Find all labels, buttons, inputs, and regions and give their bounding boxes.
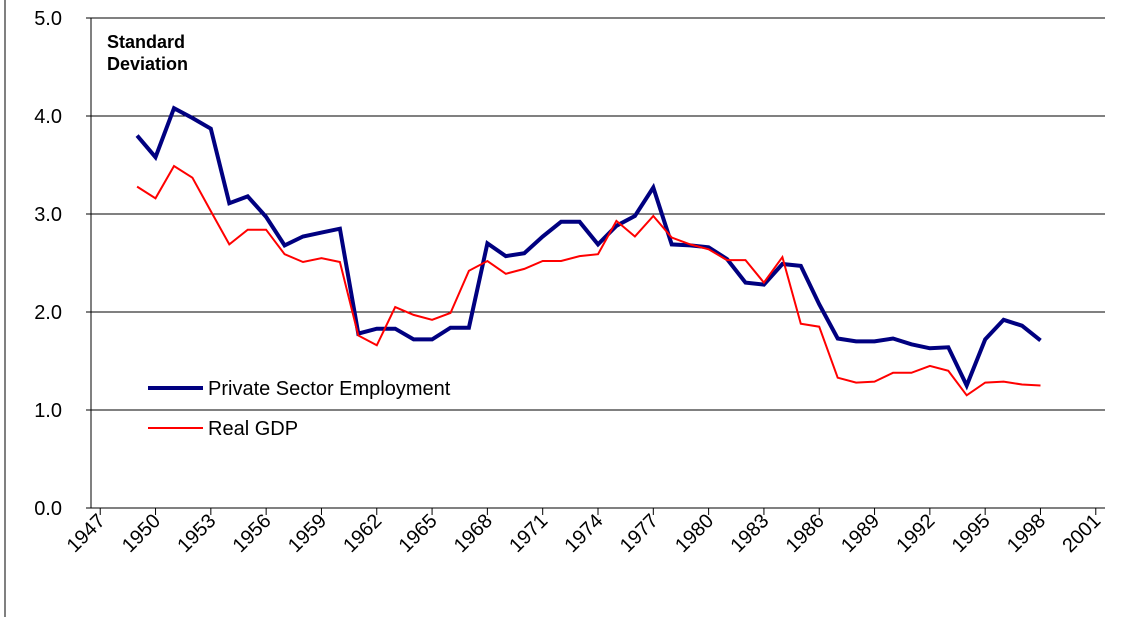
y-tick-label: 4.0: [34, 106, 62, 128]
x-tick-label: 1983: [726, 510, 773, 557]
x-tick-label: 1947: [63, 510, 110, 557]
x-tick-label: 1974: [561, 510, 608, 557]
x-tick-label: 1971: [505, 510, 552, 557]
x-tick-label: 1965: [395, 510, 442, 557]
x-tick-label: 1950: [118, 510, 165, 557]
x-tick-label: 1998: [1003, 510, 1050, 557]
x-tick-label: 2001: [1058, 510, 1105, 557]
series-line: [135, 105, 1042, 391]
x-tick-label: 1953: [173, 510, 220, 557]
x-tick-label: 1962: [339, 510, 386, 557]
y-tick-label: 3.0: [34, 204, 62, 226]
x-tick-label: 1959: [284, 510, 331, 557]
x-tick-label: 1989: [837, 510, 884, 557]
y-tick-label: 5.0: [34, 8, 62, 30]
x-tick-label: 1995: [948, 510, 995, 557]
legend-label: Private Sector Employment: [208, 378, 451, 400]
x-tick-label: 1977: [616, 510, 663, 557]
y-tick-label: 0.0: [34, 498, 62, 520]
legend-label: Real GDP: [208, 418, 298, 440]
y-tick-label: 1.0: [34, 400, 62, 422]
y-tick-label: 2.0: [34, 302, 62, 324]
x-tick-label: 1968: [450, 510, 497, 557]
x-tick-label: 1992: [892, 510, 939, 557]
x-tick-label: 1980: [671, 510, 718, 557]
x-tick-label: 1986: [782, 510, 829, 557]
x-tick-label: 1956: [229, 510, 276, 557]
y-axis-label: Standard Deviation: [107, 32, 188, 74]
series-line: [136, 164, 1041, 397]
